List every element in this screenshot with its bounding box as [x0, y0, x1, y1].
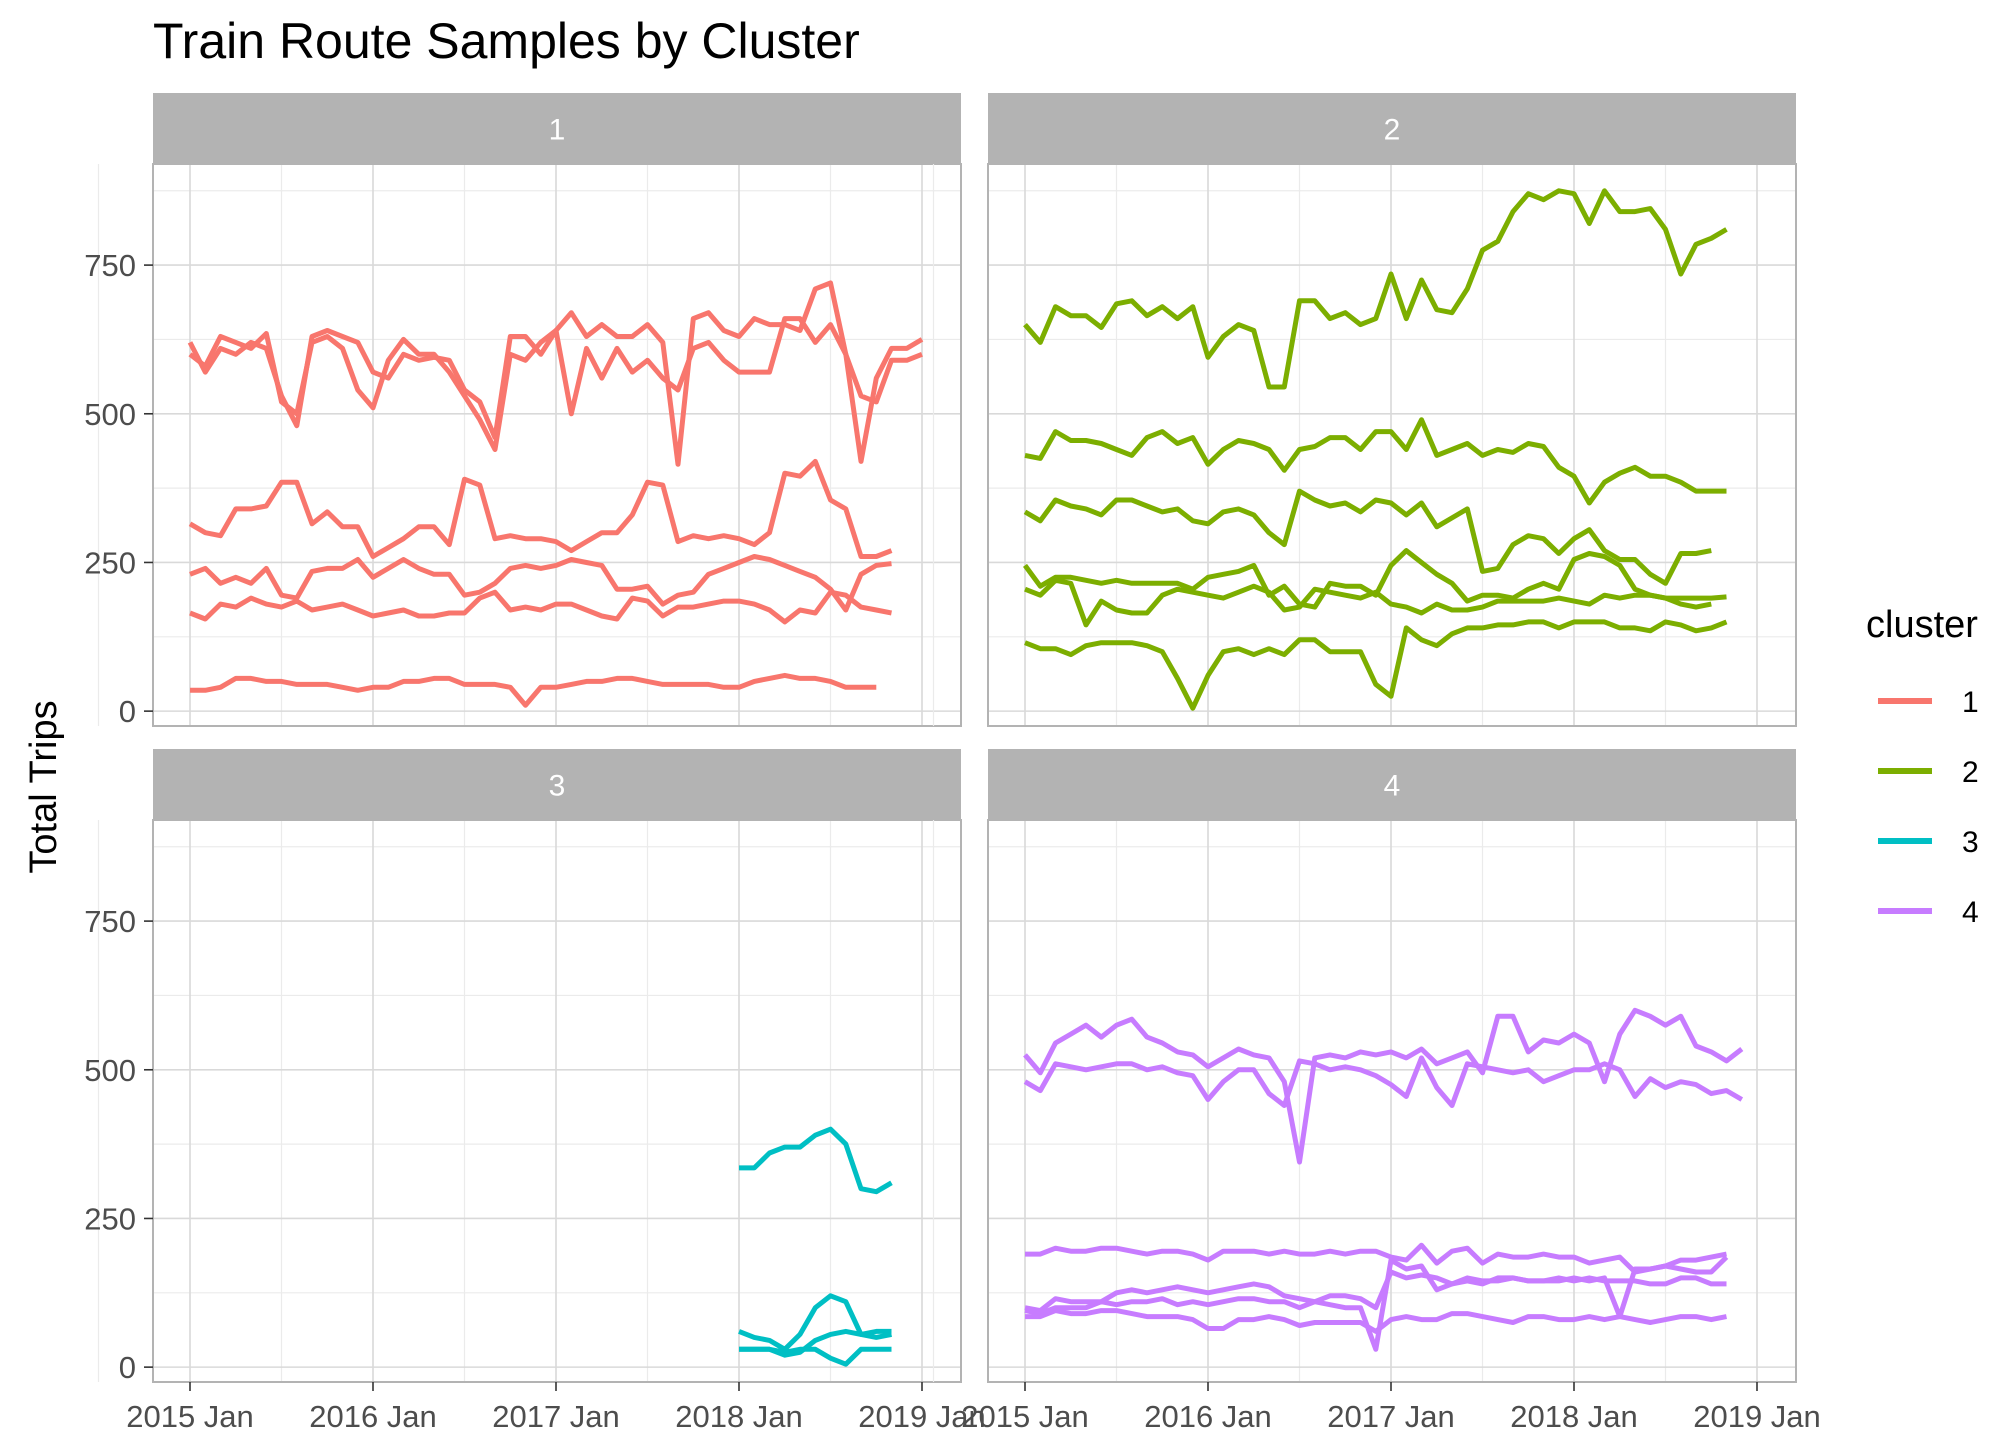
- legend-item-3: 3: [1878, 826, 1979, 859]
- x-tick-label: 2015 Jan: [961, 1399, 1089, 1434]
- series-line-4-1: [1023, 1007, 1744, 1165]
- plot-area: [97, 163, 962, 727]
- series-line-1-6: [190, 672, 877, 708]
- plot-background: [153, 820, 961, 1382]
- plot-background: [988, 820, 1796, 1382]
- x-tick-label: 2019 Jan: [858, 1399, 986, 1434]
- legend: cluster 1 2 3 4: [1866, 604, 1979, 929]
- facet-strip-label: 3: [549, 770, 566, 803]
- series-line-2-1: [1023, 188, 1728, 390]
- series-line-1-3: [188, 458, 893, 559]
- chart-title: Train Route Samples by Cluster: [153, 13, 860, 69]
- series-line-4-5: [1024, 1269, 1727, 1317]
- y-tick-label: 250: [84, 545, 136, 580]
- facet-strip: [153, 93, 961, 164]
- series-line-1-2: [188, 316, 923, 452]
- y-tick-label: 250: [84, 1201, 136, 1236]
- panel-border: [152, 819, 962, 1383]
- y-tick-label: 750: [84, 248, 136, 283]
- panel-border: [987, 163, 1797, 727]
- facet-strip-label: 2: [1384, 114, 1401, 147]
- x-tick-label: 2017 Jan: [492, 1399, 620, 1434]
- y-tick-label: 500: [84, 397, 136, 432]
- series-line-1-4: [189, 554, 892, 613]
- series-line-1-5: [189, 589, 892, 625]
- series-line-2-2: [1024, 417, 1727, 506]
- plot-area: [97, 819, 962, 1383]
- facet-strip: [153, 749, 961, 820]
- y-axis-title: Total Trips: [23, 700, 65, 873]
- y-tick-label: 500: [84, 1053, 136, 1088]
- series-line-2-6: [1024, 619, 1728, 711]
- facet-strip: [988, 749, 1796, 820]
- legend-item-2: 2: [1878, 756, 1979, 789]
- facet-panel-2: 2: [932, 93, 1797, 727]
- plot-area: [932, 819, 1797, 1383]
- x-tick-label: 2018 Jan: [1510, 1399, 1638, 1434]
- x-tick-label: 2017 Jan: [1327, 1399, 1455, 1434]
- facet-panel-3: 3 0 250 500 750 2015 Jan 2016 Jan 2017 Jan 2018 …: [84, 749, 986, 1434]
- y-tick-label: 0: [119, 694, 136, 729]
- facet-panels: 1 0 250 500 750 2 3 0 250 500 750 2015 Jan 2016 Jan 2…: [84, 93, 1821, 1434]
- plot-background: [988, 164, 1796, 726]
- panel-border: [152, 163, 962, 727]
- legend-label: 2: [1962, 756, 1979, 789]
- facet-strip-label: 1: [549, 114, 566, 147]
- legend-label: 1: [1962, 686, 1979, 719]
- series-line-2-5: [1024, 577, 1727, 628]
- x-tick-label: 2016 Jan: [1144, 1399, 1272, 1434]
- legend-item-1: 1: [1878, 686, 1979, 719]
- series-line-4-6: [1025, 1308, 1727, 1334]
- series-line-3-1: [739, 1126, 893, 1195]
- series-line-2-3: [1023, 488, 1712, 586]
- panel-border: [987, 819, 1797, 1383]
- plot-area: [932, 163, 1797, 727]
- y-tick-label: 0: [119, 1350, 136, 1385]
- series-line-4-4: [1024, 1255, 1729, 1352]
- plot-background: [153, 164, 961, 726]
- x-tick-label: 2018 Jan: [675, 1399, 803, 1434]
- legend-label: 3: [1962, 826, 1979, 859]
- legend-item-4: 4: [1878, 896, 1979, 929]
- series-line-3-4: [739, 1346, 892, 1367]
- series-line-4-2: [1023, 1055, 1744, 1108]
- series-line-2-4: [1022, 548, 1712, 610]
- x-tick-label: 2019 Jan: [1693, 1399, 1821, 1434]
- facet-panel-4: 4 2015 Jan 2016 Jan 2017 Jan 2018 Jan 2019 Ja…: [932, 749, 1821, 1434]
- x-tick-label: 2015 Jan: [126, 1399, 254, 1434]
- facet-strip-label: 4: [1384, 770, 1401, 803]
- series-line-4-3: [1025, 1242, 1727, 1275]
- x-tick-label: 2016 Jan: [309, 1399, 437, 1434]
- facet-panel-1: 1 0 250 500 750: [84, 93, 962, 729]
- legend-label: 4: [1962, 896, 1979, 929]
- facet-strip: [988, 93, 1796, 164]
- legend-title: cluster: [1866, 604, 1978, 646]
- y-tick-label: 750: [84, 904, 136, 939]
